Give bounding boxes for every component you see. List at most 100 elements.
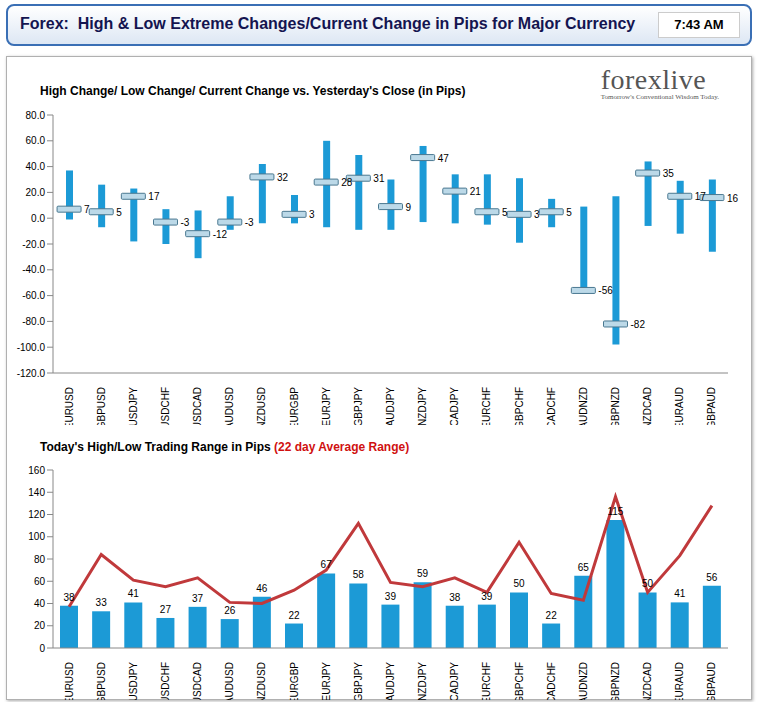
svg-text:USDJPY: USDJPY: [128, 387, 139, 425]
svg-text:-82: -82: [631, 319, 646, 330]
svg-text:-100.0: -100.0: [17, 342, 46, 353]
svg-text:22: 22: [546, 610, 558, 621]
svg-text:AUDJPY: AUDJPY: [385, 387, 396, 425]
svg-text:60.0: 60.0: [26, 135, 46, 146]
svg-text:GBPCHF: GBPCHF: [514, 662, 525, 700]
svg-text:GBPAUD: GBPAUD: [706, 662, 717, 700]
svg-text:EURGBP: EURGBP: [289, 387, 300, 425]
svg-text:-80.0: -80.0: [22, 316, 45, 327]
svg-text:EURAUD: EURAUD: [674, 662, 685, 700]
svg-text:EURJPY: EURJPY: [321, 662, 332, 700]
svg-text:GBPCHF: GBPCHF: [514, 387, 525, 425]
svg-text:EURCHF: EURCHF: [481, 387, 492, 425]
svg-text:56: 56: [706, 572, 718, 583]
svg-text:AUDNZD: AUDNZD: [578, 387, 589, 425]
svg-text:22: 22: [288, 610, 300, 621]
svg-text:USDCHF: USDCHF: [160, 662, 171, 700]
svg-text:USDCAD: USDCAD: [192, 387, 203, 425]
svg-text:140: 140: [28, 487, 45, 498]
svg-text:0: 0: [39, 643, 45, 654]
svg-text:-40.0: -40.0: [22, 264, 45, 275]
svg-text:EURCHF: EURCHF: [481, 662, 492, 700]
svg-text:39: 39: [385, 591, 397, 602]
svg-text:GBPNZD: GBPNZD: [610, 662, 621, 700]
svg-text:26: 26: [224, 605, 236, 616]
svg-text:GBPJPY: GBPJPY: [353, 387, 364, 425]
svg-text:-56: -56: [598, 285, 613, 296]
svg-text:CADCHF: CADCHF: [546, 662, 557, 700]
svg-text:NZDUSD: NZDUSD: [256, 662, 267, 700]
svg-text:EURJPY: EURJPY: [321, 387, 332, 425]
svg-text:59: 59: [417, 568, 429, 579]
svg-text:41: 41: [674, 588, 686, 599]
svg-text:USDCHF: USDCHF: [160, 387, 171, 425]
svg-text:46: 46: [256, 583, 268, 594]
svg-text:GBPUSD: GBPUSD: [96, 387, 107, 425]
svg-text:39: 39: [481, 591, 493, 602]
svg-text:EURAUD: EURAUD: [674, 387, 685, 425]
svg-text:50: 50: [642, 578, 654, 589]
svg-text:33: 33: [96, 597, 108, 608]
svg-text:AUDUSD: AUDUSD: [224, 387, 235, 425]
svg-text:67: 67: [321, 559, 333, 570]
svg-text:47: 47: [438, 153, 450, 164]
svg-text:GBPAUD: GBPAUD: [706, 387, 717, 425]
svg-text:38: 38: [63, 592, 75, 603]
svg-text:38: 38: [449, 592, 461, 603]
svg-text:16: 16: [727, 193, 739, 204]
svg-text:GBPNZD: GBPNZD: [610, 387, 621, 425]
svg-text:CADCHF: CADCHF: [546, 387, 557, 425]
svg-text:120: 120: [28, 509, 45, 520]
svg-text:AUDUSD: AUDUSD: [224, 662, 235, 700]
svg-text:EURGBP: EURGBP: [289, 662, 300, 700]
svg-text:115: 115: [607, 506, 623, 517]
svg-text:EURUSD: EURUSD: [64, 662, 75, 700]
svg-text:0.0: 0.0: [31, 213, 45, 224]
svg-text:NZDUSD: NZDUSD: [256, 387, 267, 425]
svg-text:31: 31: [373, 173, 385, 184]
svg-text:160: 160: [28, 465, 45, 476]
svg-text:-20.0: -20.0: [22, 239, 45, 250]
svg-text:-3: -3: [245, 217, 254, 228]
svg-text:EURUSD: EURUSD: [64, 387, 75, 425]
svg-text:9: 9: [406, 202, 412, 213]
svg-text:35: 35: [663, 168, 675, 179]
svg-text:20: 20: [34, 620, 46, 631]
svg-text:AUDJPY: AUDJPY: [385, 662, 396, 700]
svg-text:GBPJPY: GBPJPY: [353, 662, 364, 700]
svg-text:3: 3: [309, 209, 315, 220]
svg-text:37: 37: [192, 593, 204, 604]
svg-text:100: 100: [28, 531, 45, 542]
svg-text:3: 3: [534, 209, 540, 220]
svg-text:CADJPY: CADJPY: [449, 662, 460, 700]
svg-text:40: 40: [34, 598, 46, 609]
svg-text:17: 17: [148, 191, 160, 202]
svg-text:5: 5: [566, 207, 572, 218]
svg-text:50: 50: [513, 578, 525, 589]
svg-text:65: 65: [578, 562, 590, 573]
svg-text:58: 58: [353, 569, 365, 580]
svg-text:40.0: 40.0: [26, 161, 46, 172]
svg-text:5: 5: [502, 207, 508, 218]
svg-text:20.0: 20.0: [26, 187, 46, 198]
svg-text:41: 41: [128, 588, 140, 599]
svg-text:-60.0: -60.0: [22, 290, 45, 301]
svg-text:80.0: 80.0: [26, 110, 46, 121]
svg-text:28: 28: [341, 177, 353, 188]
svg-text:USDCAD: USDCAD: [192, 662, 203, 700]
svg-text:GBPUSD: GBPUSD: [96, 662, 107, 700]
svg-text:17: 17: [695, 191, 707, 202]
svg-text:CADJPY: CADJPY: [449, 387, 460, 425]
svg-text:60: 60: [34, 576, 46, 587]
svg-text:5: 5: [116, 207, 122, 218]
svg-text:-12: -12: [213, 229, 228, 240]
svg-text:7: 7: [84, 204, 90, 215]
svg-text:27: 27: [160, 604, 172, 615]
svg-text:-120.0: -120.0: [17, 368, 46, 379]
svg-text:80: 80: [34, 554, 46, 565]
svg-text:NZDCAD: NZDCAD: [642, 662, 653, 700]
svg-text:NZDCAD: NZDCAD: [642, 387, 653, 425]
svg-text:-3: -3: [181, 217, 190, 228]
svg-text:32: 32: [277, 172, 289, 183]
svg-text:AUDNZD: AUDNZD: [578, 662, 589, 700]
